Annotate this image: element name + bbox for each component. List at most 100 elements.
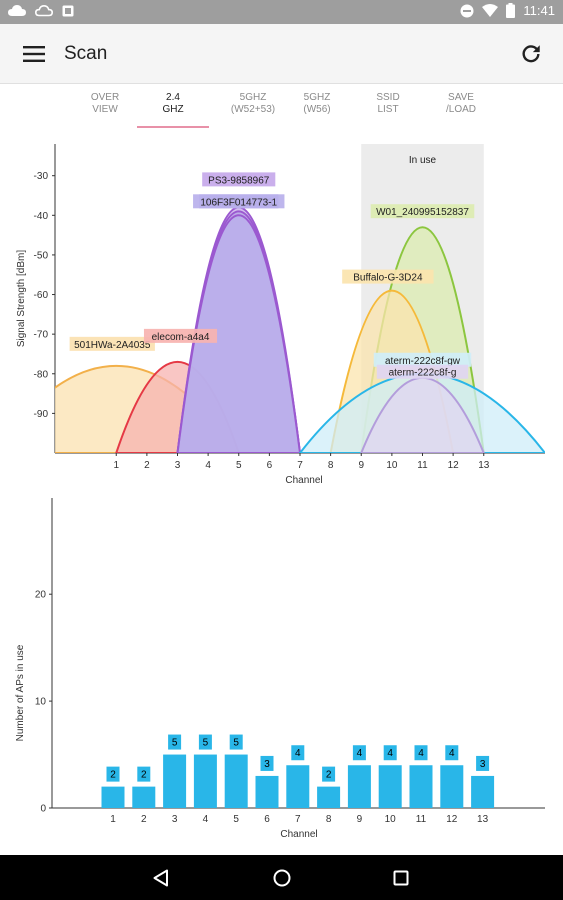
ssid-label-bg: [193, 194, 285, 209]
ap-count-bar: [163, 754, 187, 808]
bar-value-badge: [260, 755, 274, 771]
bar-value-label: 4: [449, 748, 455, 759]
ssid-label: PS3-9858967: [208, 175, 270, 186]
bar-value-badge: [168, 734, 182, 750]
ap-count-bar: [101, 786, 125, 808]
tab-4[interactable]: SSID LIST: [353, 92, 423, 116]
bar-value-badge: [414, 745, 428, 761]
bar-value-label: 5: [203, 738, 209, 749]
bar-value-badge: [476, 755, 490, 771]
x-tick-label: 10: [385, 814, 397, 825]
ap-count-svg: 01020212253545536472849410411412313Chann…: [15, 498, 545, 840]
ssid-label: elecom-a4a4: [152, 332, 210, 343]
ap-count-bar: [255, 775, 279, 808]
x-tick-label: 8: [326, 814, 332, 825]
tab-bar: OVER VIEW 2.4 GHZ 5GHZ (W52+53) 5GHZ (W56) SSID L…: [70, 92, 500, 128]
home-button[interactable]: [267, 865, 297, 891]
back-triangle-icon: [153, 869, 168, 887]
x-tick-label: 7: [297, 460, 303, 471]
ap-count-bar: [347, 765, 371, 808]
back-button[interactable]: [146, 865, 176, 891]
y-tick-label: -60: [34, 290, 49, 301]
tab-3[interactable]: 5GHZ (W56): [282, 92, 352, 116]
tab-5[interactable]: SAVE/LOAD: [426, 92, 496, 116]
in-use-label: In use: [409, 155, 437, 166]
x-tick-label: 9: [358, 460, 364, 471]
ssid-label: 501HWa-2A4035: [74, 340, 151, 351]
recents-button[interactable]: [386, 865, 416, 891]
x-axis-title: Channel: [280, 829, 317, 840]
bar-value-label: 2: [110, 770, 116, 781]
x-tick-label: 9: [357, 814, 363, 825]
tab-label-line1: SSID: [376, 92, 400, 103]
status-bar: 11:41: [0, 0, 563, 24]
y-tick-label: 0: [40, 804, 46, 815]
refresh-icon: [522, 45, 540, 63]
ap-count-bar: [378, 765, 402, 808]
y-tick-label: -50: [34, 250, 49, 261]
ssid-label: aterm-222c8f-gw: [385, 356, 461, 367]
bar-value-label: 4: [418, 748, 424, 759]
x-tick-label: 6: [264, 814, 270, 825]
home-circle-icon: [273, 869, 291, 887]
wifi-icon: [482, 4, 499, 17]
y-tick-label: -30: [34, 171, 49, 182]
recents-square-icon: [393, 870, 409, 886]
signal-strength-chart: In use -30 -40 -50 -60 -70 -80 -90 1 2 3 4 5 6 7 8 9 10 11…: [0, 134, 563, 495]
status-right: 11:41: [460, 3, 555, 18]
x-tick-label: 13: [477, 814, 489, 825]
status-time: 11:41: [523, 3, 555, 18]
menu-button[interactable]: [14, 38, 54, 70]
x-tick-label: 5: [233, 814, 239, 825]
x-tick-label: 3: [172, 814, 178, 825]
refresh-button[interactable]: [513, 37, 549, 71]
x-tick-label: 1: [113, 460, 119, 471]
x-tick-label: 3: [175, 460, 181, 471]
tab-1[interactable]: 2.4 GHZ: [138, 92, 208, 116]
x-tick-label: 4: [205, 460, 211, 471]
x-tick-label: 13: [478, 460, 490, 471]
bar-value-badge: [198, 734, 212, 750]
notification-square-icon: [62, 5, 74, 17]
x-tick-label: 12: [446, 814, 458, 825]
tab-label-line1: 2.4: [166, 92, 180, 103]
tab-label-line2: (W52+53): [230, 104, 276, 115]
tab-label-line2: GHZ: [162, 104, 184, 115]
bar-value-badge: [383, 745, 397, 761]
bar-value-badge: [352, 745, 366, 761]
y-axis-title: Signal Strength [dBm]: [16, 250, 27, 347]
ssid-label-bg: [342, 269, 434, 284]
x-tick-label: 8: [328, 460, 334, 471]
y-tick-label: -70: [34, 330, 49, 341]
ssid-label-bg: [69, 336, 155, 351]
navigation-bar: [0, 855, 563, 900]
tab-label-line2: VIEW: [92, 104, 118, 115]
x-tick-label: 10: [386, 460, 398, 471]
tab-label-line1: 5GHZ: [239, 92, 267, 103]
x-tick-label: 11: [416, 814, 427, 825]
tab-2[interactable]: 5GHZ (W52+53): [218, 92, 288, 116]
bar-value-label: 3: [264, 759, 270, 770]
ap-count-bar: [193, 754, 217, 808]
y-tick-label: -80: [34, 369, 49, 380]
x-axis-title: Channel: [285, 475, 322, 486]
tab-label-line2: /LOAD: [445, 104, 476, 115]
tab-label-line1: SAVE: [448, 92, 474, 103]
tab-0[interactable]: OVER VIEW: [70, 92, 140, 116]
x-tick-label: 12: [448, 460, 460, 471]
x-tick-label: 4: [203, 814, 209, 825]
x-tick-label: 2: [144, 460, 150, 471]
battery-icon: [506, 3, 516, 18]
y-tick-label: 10: [35, 697, 47, 708]
cloud-outline-icon: [35, 4, 53, 17]
active-tab-indicator: [137, 126, 209, 128]
ssid-label-bg: [373, 352, 472, 367]
bar-value-label: 4: [387, 748, 393, 759]
tab-label-line2: (W56): [303, 104, 331, 115]
y-tick-label: -40: [34, 211, 49, 222]
bar-value-label: 4: [295, 748, 301, 759]
x-tick-label: 7: [295, 814, 301, 825]
ssid-label: Buffalo-G-3D24: [353, 273, 423, 284]
tab-label-line1: 5GHZ: [303, 92, 331, 103]
ssid-label: 106F3F014773-1: [200, 197, 277, 208]
